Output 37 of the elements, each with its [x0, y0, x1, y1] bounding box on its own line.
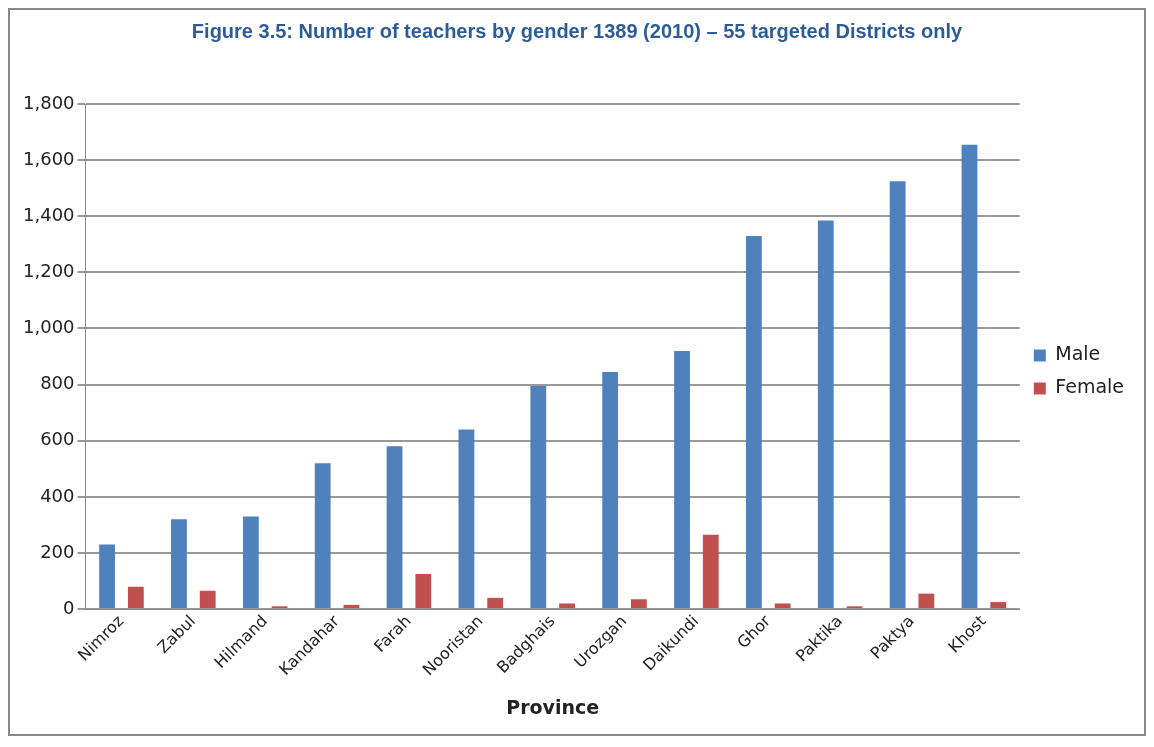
bar	[386, 446, 403, 609]
bar	[745, 235, 762, 609]
y-tick-label: 600	[40, 428, 75, 450]
bar	[817, 220, 834, 609]
bar	[602, 371, 619, 609]
bar	[674, 350, 690, 609]
y-tick-label: 0	[63, 596, 75, 618]
bar	[314, 463, 331, 609]
bar	[415, 574, 432, 609]
bar	[127, 586, 144, 609]
bar	[242, 516, 259, 609]
bar	[990, 602, 1007, 609]
bar	[487, 597, 504, 609]
y-tick-label: 1,200	[23, 260, 75, 282]
y-tick-label: 1,600	[23, 147, 75, 169]
bar	[631, 599, 647, 609]
chart-title: Figure 3.5: Number of teachers by gender 1389 (2010) – 55 targeted Districts only	[191, 19, 964, 42]
bar	[918, 593, 935, 609]
legend-label: Female	[1055, 375, 1124, 398]
bar	[99, 544, 115, 609]
legend-label: Male	[1055, 342, 1101, 365]
y-tick-label: 400	[40, 484, 75, 506]
bar	[199, 590, 216, 609]
y-tick-label: 200	[40, 540, 75, 562]
bar	[171, 519, 187, 609]
x-axis-title: Province	[506, 695, 600, 718]
bar	[559, 603, 575, 609]
bar	[702, 534, 719, 609]
bar	[961, 144, 978, 609]
bar	[530, 386, 547, 609]
bar	[458, 429, 475, 609]
bar	[774, 603, 791, 609]
y-tick-label: 1,000	[23, 316, 75, 338]
y-tick-label: 800	[40, 372, 75, 394]
y-tick-label: 1,800	[23, 91, 75, 113]
y-tick-label: 1,400	[23, 203, 75, 225]
bar	[889, 181, 906, 609]
